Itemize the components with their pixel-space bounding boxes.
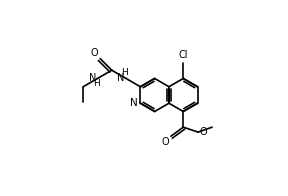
Text: N: N — [130, 98, 138, 108]
Text: H: H — [93, 79, 100, 88]
Text: Cl: Cl — [179, 50, 188, 60]
Text: N: N — [89, 73, 96, 83]
Text: N: N — [117, 73, 124, 83]
Text: O: O — [199, 127, 207, 137]
Text: O: O — [162, 137, 169, 147]
Text: O: O — [91, 48, 98, 58]
Text: H: H — [121, 68, 128, 77]
